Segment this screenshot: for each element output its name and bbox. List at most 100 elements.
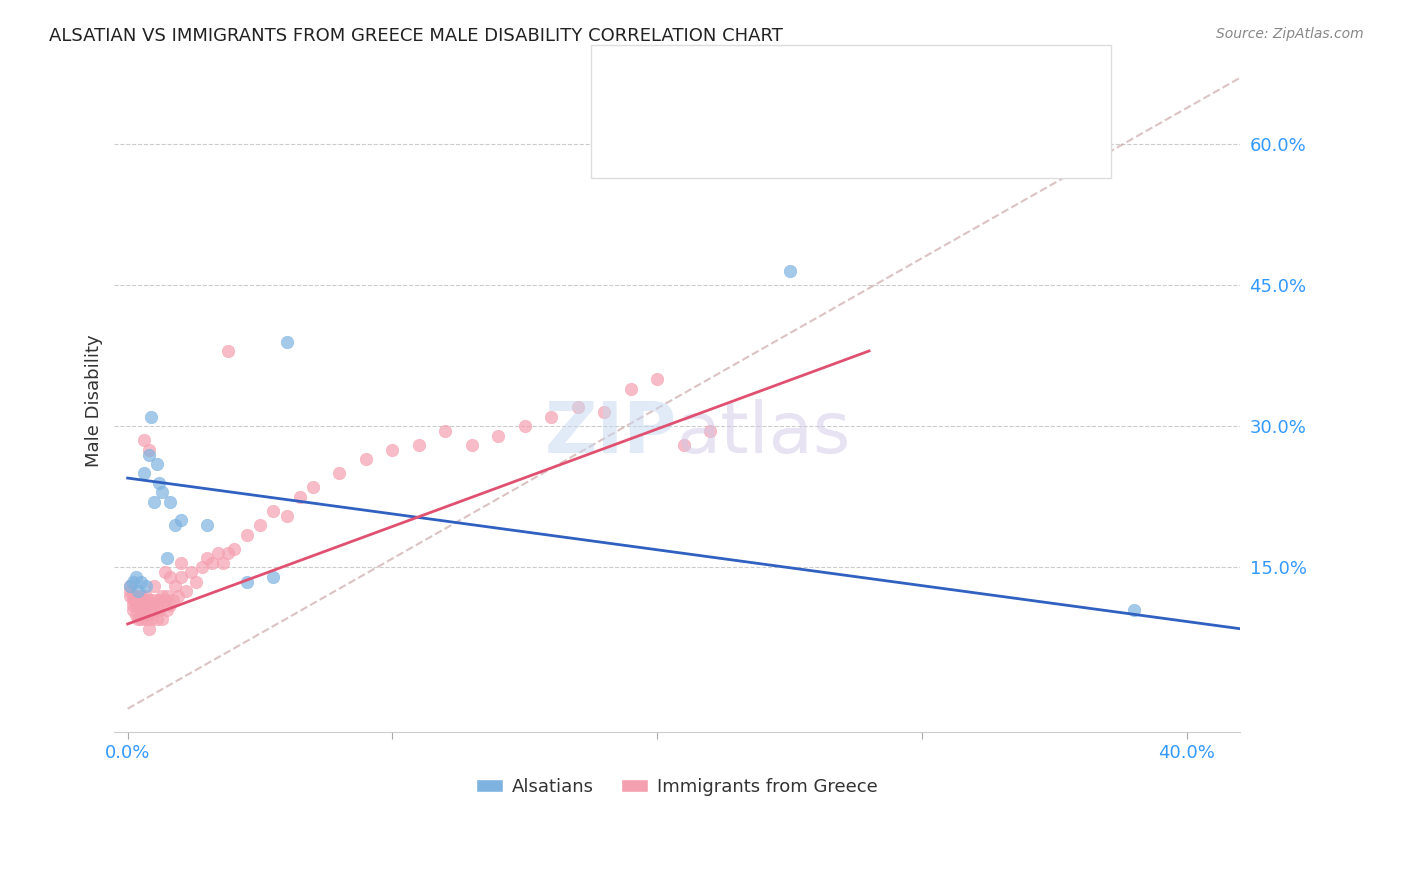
Point — [276, 508, 298, 523]
Point — [146, 612, 169, 626]
Text: R = 0.590: R = 0.590 — [658, 125, 748, 143]
Point — [132, 434, 155, 448]
Point — [222, 541, 245, 556]
Point — [672, 438, 695, 452]
Point — [169, 513, 191, 527]
Point — [302, 480, 325, 494]
Point — [180, 565, 202, 579]
Point — [120, 589, 142, 603]
Point — [645, 372, 668, 386]
Point — [207, 546, 229, 560]
Point — [167, 589, 190, 603]
Point — [540, 409, 562, 424]
Point — [217, 546, 239, 560]
Point — [124, 607, 146, 622]
Point — [143, 603, 166, 617]
Point — [135, 612, 157, 626]
Point — [129, 607, 152, 622]
Point — [141, 612, 163, 626]
Point — [159, 598, 181, 612]
Text: N = 83: N = 83 — [801, 125, 869, 143]
Point — [132, 607, 155, 622]
Point — [132, 603, 155, 617]
Point — [122, 589, 145, 603]
Y-axis label: Male Disability: Male Disability — [86, 334, 103, 467]
Text: ZIP: ZIP — [546, 399, 678, 468]
Point — [159, 570, 181, 584]
Point — [129, 574, 152, 589]
Legend: Alsatians, Immigrants from Greece: Alsatians, Immigrants from Greece — [468, 771, 886, 803]
Point — [135, 579, 157, 593]
Point — [169, 570, 191, 584]
Point — [288, 490, 311, 504]
Point — [132, 467, 155, 481]
Point — [129, 612, 152, 626]
Point — [191, 560, 214, 574]
Point — [779, 264, 801, 278]
Text: ■: ■ — [633, 79, 654, 99]
Point — [169, 556, 191, 570]
Point — [434, 424, 457, 438]
Point — [1122, 603, 1144, 617]
Point — [143, 593, 166, 607]
Point — [129, 589, 152, 603]
Point — [124, 598, 146, 612]
Point — [124, 589, 146, 603]
Point — [620, 382, 643, 396]
Point — [159, 494, 181, 508]
Point — [328, 467, 350, 481]
Point — [195, 518, 218, 533]
Point — [217, 343, 239, 358]
Point — [408, 438, 430, 452]
Text: ALSATIAN VS IMMIGRANTS FROM GREECE MALE DISABILITY CORRELATION CHART: ALSATIAN VS IMMIGRANTS FROM GREECE MALE … — [49, 27, 783, 45]
Point — [165, 518, 187, 533]
Point — [135, 598, 157, 612]
Text: Source: ZipAtlas.com: Source: ZipAtlas.com — [1216, 27, 1364, 41]
Point — [381, 442, 404, 457]
Point — [141, 598, 163, 612]
Point — [174, 584, 197, 599]
Point — [138, 448, 160, 462]
Point — [143, 494, 166, 508]
Point — [567, 401, 589, 415]
Point — [127, 584, 149, 599]
Point — [129, 598, 152, 612]
Point — [120, 584, 142, 599]
Point — [150, 485, 173, 500]
Point — [1043, 118, 1066, 132]
Point — [276, 334, 298, 349]
Point — [122, 598, 145, 612]
Point — [150, 589, 173, 603]
Point — [122, 574, 145, 589]
Point — [186, 574, 208, 589]
Point — [165, 579, 187, 593]
Point — [153, 593, 176, 607]
Point — [127, 612, 149, 626]
Point — [150, 612, 173, 626]
Text: atlas: atlas — [678, 399, 852, 468]
Point — [132, 593, 155, 607]
Text: R = -0.171: R = -0.171 — [658, 80, 755, 98]
Point — [354, 452, 377, 467]
Point — [195, 551, 218, 566]
Point — [138, 622, 160, 636]
Point — [249, 518, 271, 533]
Text: N = 24: N = 24 — [801, 80, 869, 98]
Point — [122, 593, 145, 607]
Point — [127, 598, 149, 612]
Point — [513, 419, 536, 434]
Point — [127, 593, 149, 607]
Point — [156, 589, 179, 603]
Point — [138, 607, 160, 622]
Point — [461, 438, 484, 452]
Point — [120, 579, 142, 593]
Point — [148, 475, 170, 490]
Text: ■: ■ — [633, 124, 654, 144]
Point — [262, 570, 284, 584]
Point — [141, 409, 163, 424]
Point — [156, 551, 179, 566]
Point — [236, 527, 259, 541]
Point — [236, 574, 259, 589]
Point — [156, 603, 179, 617]
Point — [699, 424, 721, 438]
